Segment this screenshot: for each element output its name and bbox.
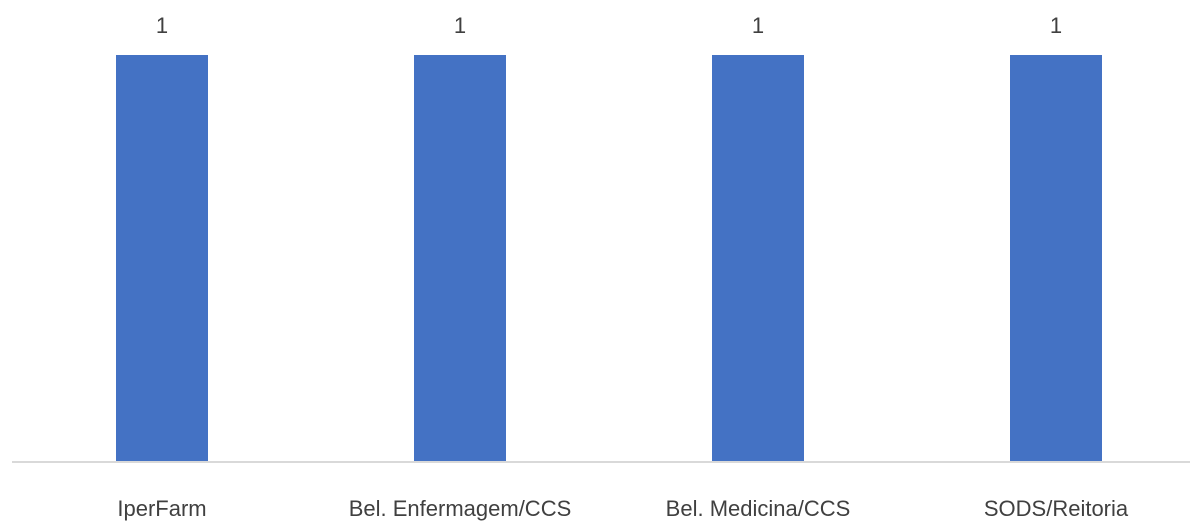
data-label-1: 1 [156, 13, 168, 38]
bar-1 [116, 55, 208, 462]
x-tick-label-1: IperFarm [117, 496, 206, 521]
bar-3 [712, 55, 804, 462]
x-tick-label-4: SODS/Reitoria [984, 496, 1129, 521]
bar-2 [414, 55, 506, 462]
data-labels-group: 1 1 1 1 [156, 13, 1062, 38]
data-label-2: 1 [454, 13, 466, 38]
x-tick-labels-group: IperFarm Bel. Enfermagem/CCS Bel. Medicina… [117, 496, 1129, 521]
bars-group [116, 55, 1102, 462]
data-label-3: 1 [752, 13, 764, 38]
x-tick-label-3: Bel. Medicina/CCS [666, 496, 851, 521]
data-label-4: 1 [1050, 13, 1062, 38]
bar-4 [1010, 55, 1102, 462]
x-tick-label-2: Bel. Enfermagem/CCS [349, 496, 572, 521]
